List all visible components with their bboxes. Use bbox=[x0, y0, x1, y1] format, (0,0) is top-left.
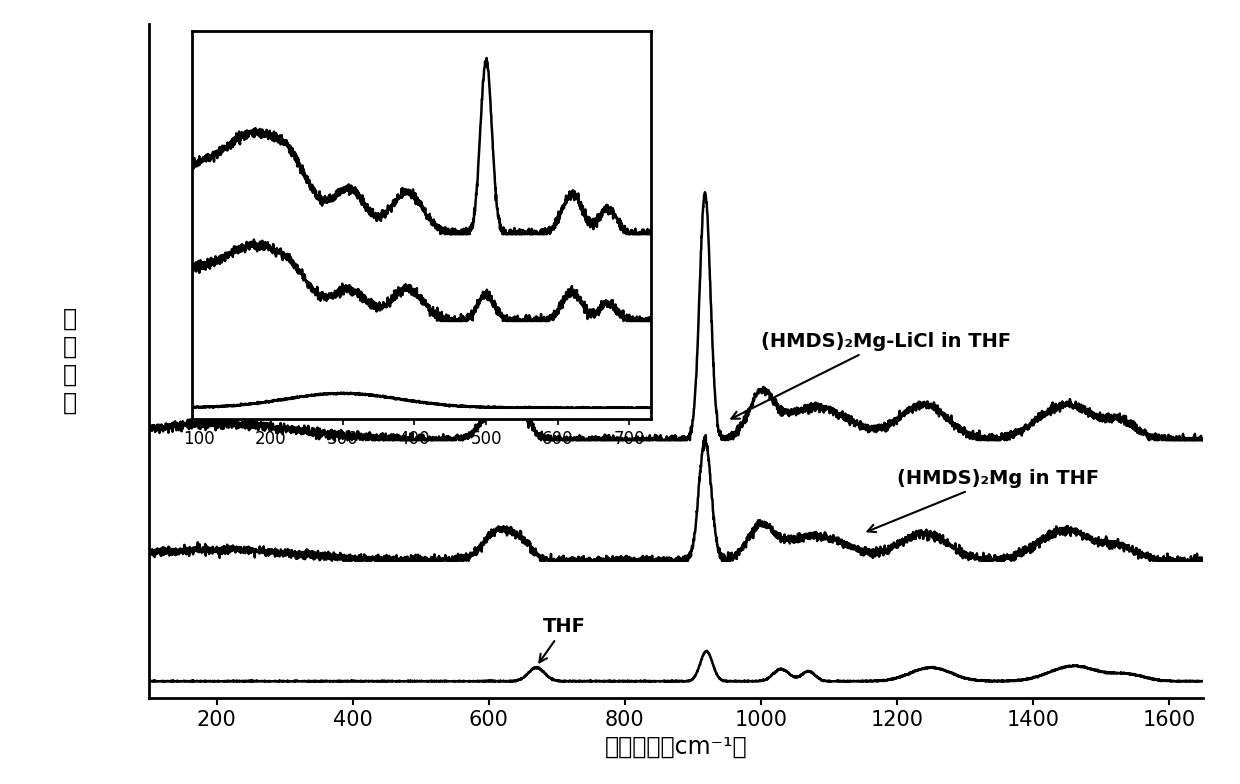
Text: (HMDS)₂Mg-LiCl in THF: (HMDS)₂Mg-LiCl in THF bbox=[732, 332, 1011, 419]
Text: THF: THF bbox=[539, 617, 587, 662]
X-axis label: 拉曼波数（cm⁻¹）: 拉曼波数（cm⁻¹） bbox=[604, 735, 748, 759]
Text: (HMDS)₂Mg in THF: (HMDS)₂Mg in THF bbox=[868, 469, 1099, 532]
Text: 拉
慕
强
度: 拉 慕 强 度 bbox=[63, 307, 77, 414]
